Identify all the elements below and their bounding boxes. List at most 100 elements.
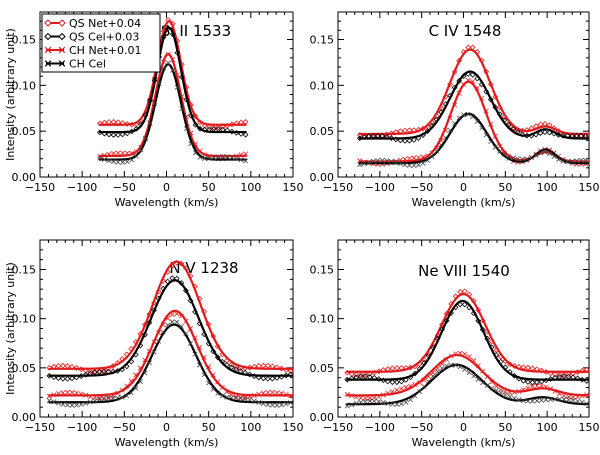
data-point — [565, 371, 572, 378]
y-tick-label: 0.15 — [310, 264, 335, 277]
data-point — [123, 351, 130, 358]
data-point — [557, 391, 563, 397]
data-point — [460, 49, 467, 55]
data-point — [69, 389, 75, 395]
data-point — [101, 130, 108, 137]
data-point — [238, 152, 244, 158]
data-point — [51, 399, 57, 405]
data-point — [524, 127, 530, 133]
data-point — [579, 393, 585, 399]
data-point — [242, 131, 249, 138]
data-point — [205, 340, 212, 347]
data-point — [128, 390, 134, 396]
data-point — [443, 135, 449, 141]
data-point — [169, 262, 176, 269]
data-point — [475, 363, 481, 369]
x-tick-label: −100 — [67, 181, 97, 194]
data-point — [255, 363, 262, 369]
data-point — [538, 397, 544, 403]
data-point — [501, 117, 508, 124]
data-point — [483, 132, 489, 138]
data-point — [87, 370, 94, 377]
data-point — [356, 135, 363, 142]
data-point — [456, 78, 463, 84]
data-point — [119, 366, 126, 373]
data-point — [434, 335, 441, 342]
data-point — [484, 328, 491, 335]
data-point — [78, 401, 84, 407]
data-point — [566, 397, 572, 403]
data-point — [210, 372, 216, 378]
data-point — [375, 158, 381, 164]
data-point — [358, 399, 364, 405]
data-point — [197, 362, 203, 368]
data-point — [487, 81, 494, 88]
data-point — [165, 322, 171, 328]
data-point — [87, 368, 94, 375]
data-point — [416, 162, 421, 168]
x-tick-label: 50 — [202, 421, 216, 434]
data-point — [151, 77, 158, 84]
data-point — [505, 120, 512, 127]
data-point — [197, 125, 203, 132]
data-point — [247, 397, 253, 403]
data-point — [119, 120, 126, 126]
data-point — [105, 368, 112, 375]
data-point — [142, 357, 148, 363]
y-axis-label: Intensity (arbitrary unit) — [4, 262, 17, 395]
x-tick-label: 100 — [240, 181, 261, 194]
data-point — [534, 383, 540, 389]
data-point — [542, 129, 548, 136]
data-point — [233, 366, 239, 373]
data-point — [97, 120, 103, 127]
data-point — [483, 68, 490, 75]
data-point — [237, 365, 244, 372]
y-tick-label: 0.00 — [310, 411, 335, 424]
data-point — [403, 365, 409, 371]
data-point — [574, 375, 581, 382]
data-point — [65, 389, 70, 395]
data-point — [533, 152, 539, 158]
data-point — [466, 354, 472, 360]
data-point — [156, 330, 162, 336]
data-point — [160, 322, 166, 328]
data-point — [115, 132, 121, 138]
x-axis-label: Wavelength (km/s) — [412, 436, 516, 449]
data-point — [520, 364, 527, 371]
x-tick-label: 50 — [498, 181, 512, 194]
data-point — [101, 395, 107, 401]
data-point — [497, 149, 503, 155]
x-tick-label: −100 — [67, 421, 97, 434]
data-point — [516, 375, 522, 382]
series-line — [48, 323, 293, 404]
x-tick-label: 150 — [283, 181, 304, 194]
x-tick-label: 150 — [579, 421, 600, 434]
data-point — [269, 389, 275, 395]
data-point — [353, 374, 360, 381]
data-point — [55, 400, 61, 406]
data-point — [128, 358, 135, 365]
data-point — [119, 387, 125, 393]
data-point — [151, 307, 157, 314]
data-point — [370, 158, 376, 164]
x-tick-label: −50 — [113, 181, 136, 194]
data-point — [219, 351, 226, 358]
data-point — [376, 394, 382, 400]
data-point — [361, 134, 368, 140]
data-point — [101, 156, 107, 162]
data-point — [510, 124, 517, 131]
data-point — [502, 358, 509, 365]
data-point — [470, 310, 477, 317]
data-point — [251, 373, 258, 379]
data-point — [420, 154, 426, 160]
data-point — [366, 370, 373, 377]
data-point — [465, 77, 471, 83]
series-2 — [356, 70, 589, 144]
data-point — [442, 101, 449, 107]
data-point — [502, 392, 508, 398]
data-point — [255, 374, 262, 381]
x-tick-label: −50 — [113, 421, 136, 434]
data-point — [65, 402, 70, 408]
data-point — [461, 301, 468, 308]
